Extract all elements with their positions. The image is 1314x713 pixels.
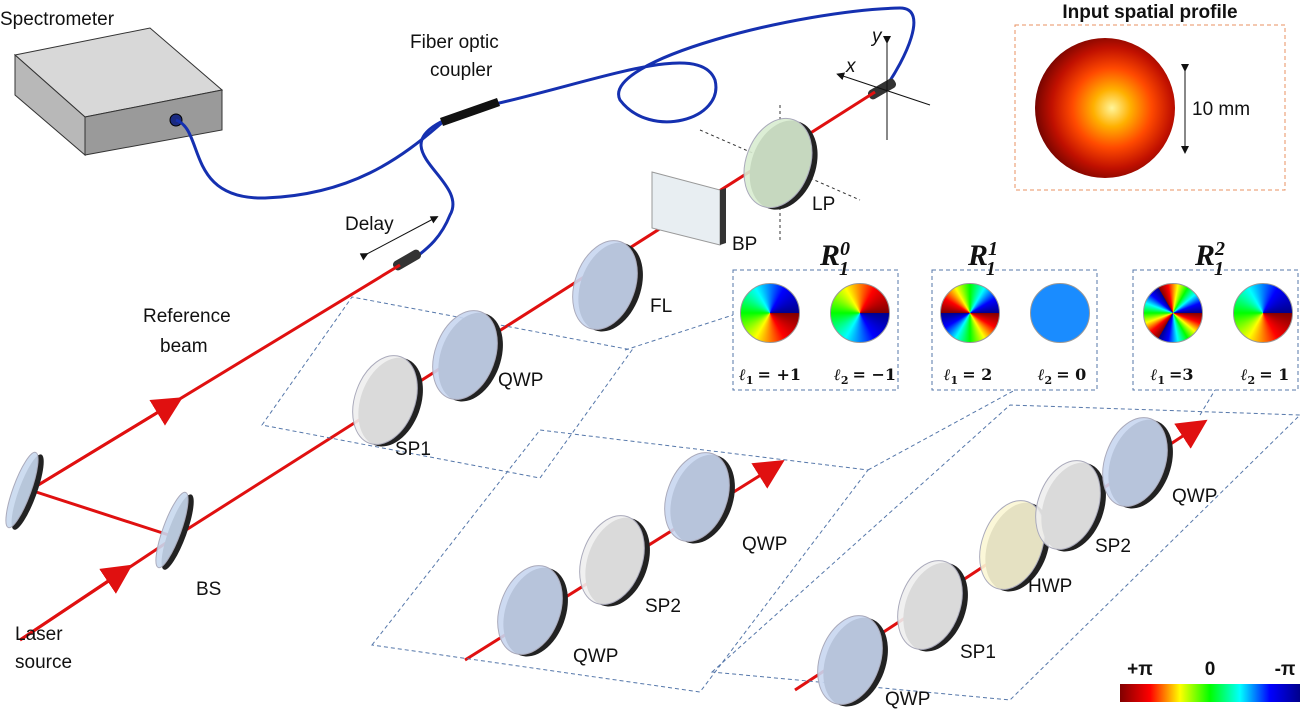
phase-map <box>1030 283 1090 343</box>
label: 10 mm <box>1192 99 1250 120</box>
colorbar-label: 0 <box>1205 659 1216 680</box>
label: SP1 <box>960 642 996 663</box>
beam-arrow <box>30 405 170 490</box>
mode-label: ℓ1= 2 <box>943 365 993 387</box>
mode-label: ℓ2= 0 <box>1037 365 1087 387</box>
fiber <box>415 120 453 258</box>
connector <box>625 315 733 350</box>
axis <box>840 75 930 105</box>
label: SP2 <box>1095 536 1131 557</box>
inset-title: R11 <box>967 238 997 280</box>
label: QWP <box>573 646 618 667</box>
title-base: R <box>967 239 988 272</box>
title-sup: 0 <box>840 238 850 260</box>
label: Spectrometer <box>0 9 115 30</box>
label: coupler <box>430 60 493 81</box>
label: SP2 <box>645 596 681 617</box>
optics <box>0 109 1185 713</box>
label: QWP <box>885 689 930 710</box>
title-sub: 1 <box>1214 258 1224 280</box>
mode-value: = 1 <box>1259 365 1289 384</box>
mode-symbol: ℓ <box>1240 365 1248 384</box>
optic <box>341 347 429 454</box>
phase-map <box>940 283 1000 343</box>
colorbar-label: -π <box>1275 659 1296 680</box>
optic <box>486 557 574 664</box>
mode-label: ℓ2= −1 <box>833 365 896 387</box>
mode-symbol: ℓ <box>738 365 746 384</box>
colorbar <box>1120 684 1300 702</box>
label: Reference <box>143 306 231 327</box>
mode-label: ℓ1= +1 <box>738 365 801 387</box>
label: BS <box>196 579 221 600</box>
mode-symbol: ℓ <box>943 365 951 384</box>
label: Input spatial profile <box>1062 2 1237 23</box>
label: HWP <box>1028 576 1072 597</box>
band-pass-edge <box>720 188 726 245</box>
mode-symbol: ℓ <box>1149 365 1157 384</box>
mode-index: 2 <box>1045 374 1053 387</box>
label: y <box>870 26 883 47</box>
mode-symbol: ℓ <box>833 365 841 384</box>
phase-map <box>740 283 800 343</box>
optic <box>561 232 649 339</box>
connector <box>1200 390 1215 415</box>
optic <box>732 109 824 217</box>
mode-index: 2 <box>1248 374 1256 387</box>
fiber <box>176 120 445 198</box>
mode-symbol: ℓ <box>1037 365 1045 384</box>
mode-value: = +1 <box>757 365 801 384</box>
optic <box>806 607 894 713</box>
mode-label: ℓ2= 1 <box>1240 365 1290 387</box>
label: LP <box>812 194 835 215</box>
page: Spectrometer Fiber optic coupler y x Inp… <box>0 0 1314 713</box>
label: Delay <box>345 214 394 235</box>
label: Fiber optic <box>410 32 499 53</box>
title-sub: 1 <box>839 258 849 280</box>
label: x <box>845 56 857 77</box>
label: Laser <box>15 624 63 645</box>
label: SP1 <box>395 439 431 460</box>
coupler <box>440 98 500 126</box>
phase-map <box>1143 283 1203 343</box>
optic <box>421 302 509 409</box>
beam <box>30 490 175 537</box>
title-sub: 1 <box>986 258 996 280</box>
title-sup: 2 <box>1214 238 1225 260</box>
mode-label: ℓ1 =3 <box>1149 365 1193 387</box>
title-base: R <box>1194 239 1215 272</box>
mode-value: = 2 <box>962 365 992 384</box>
mode-index: 1 <box>951 374 959 387</box>
mode-index: 1 <box>1157 374 1165 387</box>
label: QWP <box>1172 486 1217 507</box>
mode-index: 2 <box>841 374 849 387</box>
optic <box>568 507 656 614</box>
phase-map <box>830 283 890 343</box>
mode-index: 1 <box>746 374 754 387</box>
mode-value: = −1 <box>852 365 896 384</box>
label: QWP <box>742 534 787 555</box>
title-base: R <box>819 239 840 272</box>
connector <box>868 390 1015 470</box>
spatial-profile <box>1035 38 1175 178</box>
label: source <box>15 652 72 673</box>
label: beam <box>160 336 208 357</box>
label: BP <box>732 234 757 255</box>
colorbar-label: +π <box>1127 659 1153 680</box>
title-sup: 1 <box>988 238 997 260</box>
band-pass <box>652 172 720 245</box>
mode-value: =3 <box>1169 365 1194 384</box>
label: FL <box>650 296 672 317</box>
label: QWP <box>498 370 543 391</box>
phase-map <box>1233 283 1293 343</box>
mode-value: = 0 <box>1056 365 1086 384</box>
